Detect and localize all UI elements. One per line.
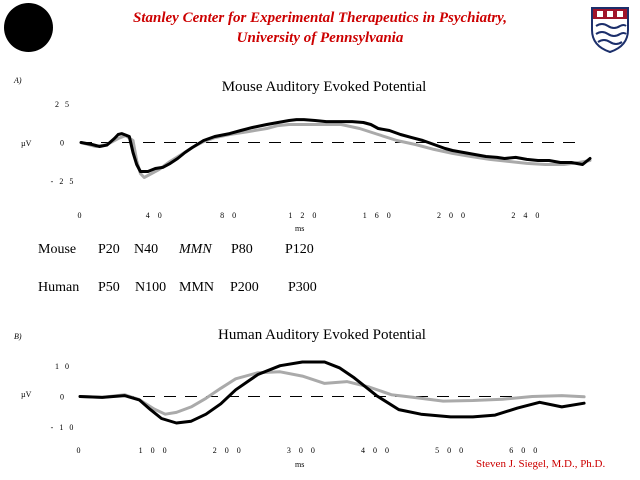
chart-b-x-tick-label: 2 0 0	[213, 446, 244, 455]
chart-b-x-tick-label: 0	[77, 446, 84, 455]
penn-shield-icon	[591, 7, 629, 54]
chart-a-x-tick-label: 1 2 0	[288, 211, 319, 220]
human-p300-label: P300	[288, 280, 317, 295]
human-p50-label: P50	[98, 280, 120, 295]
chart-a-y-tick-label: 2 5	[55, 100, 71, 109]
mouse-n40-label: N40	[134, 242, 159, 257]
chart-a-x-tick-label: 1 6 0	[363, 211, 394, 220]
chart-b-x-tick-label: 6 0 0	[509, 446, 540, 455]
chart-a-series-black-line	[79, 118, 592, 173]
chart-a-x-tick-label: 4 0	[146, 211, 165, 220]
chart-a-y-unit: µV	[21, 139, 32, 148]
chart-b-x-tick-label: 4 0 0	[361, 446, 392, 455]
mouse-p20-label: P20	[98, 242, 120, 257]
chart-b-title: Human Auditory Evoked Potential	[218, 327, 426, 343]
chart-b-series-gray-line	[78, 370, 586, 416]
chart-a-x-tick-label: 2 0 0	[437, 211, 468, 220]
chart-b-y-tick-label: - 1 0	[51, 423, 76, 432]
chart-b-x-tick-label: 3 0 0	[287, 446, 318, 455]
chart-b-y-tick-label: 0	[60, 393, 66, 402]
logo-seal	[4, 3, 53, 52]
chart-b-x-tick-label: 1 0 0	[139, 446, 170, 455]
mouse-mmn-label: MMN	[179, 242, 212, 257]
chart-a-x-tick-label: 0	[78, 211, 85, 220]
author-credit: Steven J. Siegel, M.D., Ph.D.	[476, 458, 606, 470]
chart-b-y-tick-label: 1 0	[55, 362, 71, 371]
human-p200-label: P200	[230, 280, 259, 295]
chart-a-x-unit: ms	[295, 224, 305, 233]
human-n100-label: N100	[135, 280, 167, 295]
chart-b-y-unit: µV	[21, 390, 32, 399]
header-line-2: University of Pennsylvania	[236, 30, 404, 46]
chart-a-x-tick-label: 8 0	[220, 211, 239, 220]
human-mmn-label: MMN	[179, 280, 215, 295]
chart-b-plot: 1 0 0 - 1 0 0 1 0 0 2 0 0 3 0 0 4 0 0 5 0 0 6 0 0	[51, 360, 586, 455]
mouse-p120-label: P120	[285, 242, 314, 257]
human-components-row: Human P50 N100 MMN P200 P300	[0, 280, 640, 298]
mouse-p80-label: P80	[231, 242, 253, 257]
chart-a-title: Mouse Auditory Evoked Potential	[221, 79, 427, 95]
chart-b-series-black-line	[78, 360, 586, 425]
panel-b-tag: B)	[14, 332, 22, 341]
header-line-1: Stanley Center for Experimental Therapeu…	[132, 10, 508, 26]
chart-b-x-unit: ms	[295, 460, 305, 469]
mouse-components-row: Mouse P20 N40 MMN P80 P120	[0, 242, 640, 260]
chart-b-x-tick-label: 5 0 0	[435, 446, 466, 455]
chart-a-y-tick-label: 0	[60, 139, 66, 148]
row-label-mouse: Mouse	[38, 242, 77, 257]
panel-a-tag: A)	[14, 76, 22, 85]
chart-a-x-tick-label: 2 4 0	[511, 211, 542, 220]
chart-a-y-tick-label: - 2 5	[51, 177, 76, 186]
row-label-human: Human	[38, 280, 80, 295]
chart-a-plot: 2 5 0 - 2 5 0 4 0 8 0 1 2 0 1 6 0 2 0 0 2 4 0	[51, 100, 592, 220]
